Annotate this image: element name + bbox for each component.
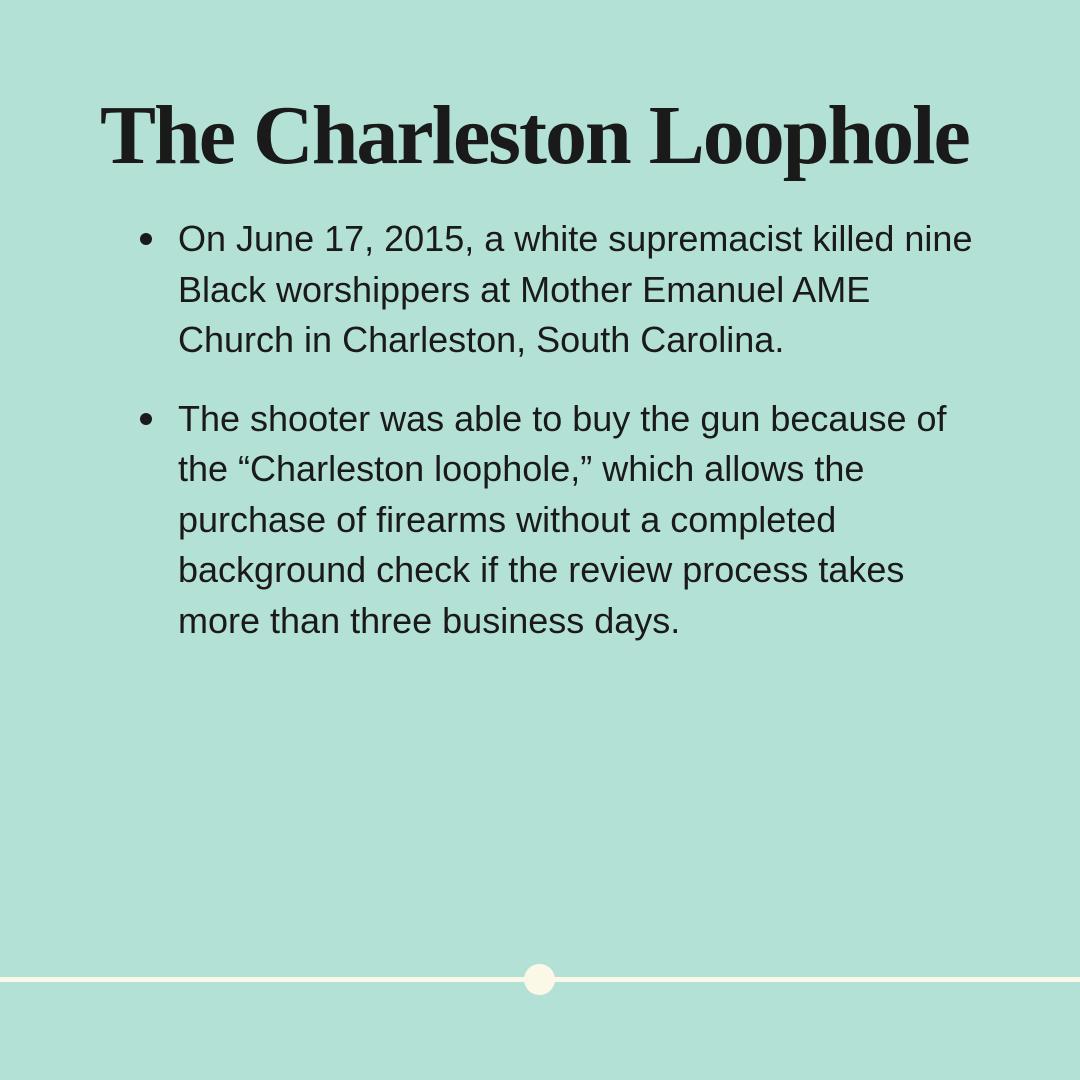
slide-progress-dot[interactable] xyxy=(524,964,555,995)
bullet-text: The shooter was able to buy the gun beca… xyxy=(178,397,947,641)
bullet-dot-icon xyxy=(140,233,152,245)
bullet-dot-icon xyxy=(140,412,152,425)
bullet-item: The shooter was able to buy the gun beca… xyxy=(140,394,990,647)
bullet-list: On June 17, 2015, a white supremacist ki… xyxy=(140,214,990,674)
slide-title: The Charleston Loophole xyxy=(100,89,971,182)
bullet-item: On June 17, 2015, a white supremacist ki… xyxy=(140,214,990,366)
bullet-text: On June 17, 2015, a white supremacist ki… xyxy=(178,218,973,360)
